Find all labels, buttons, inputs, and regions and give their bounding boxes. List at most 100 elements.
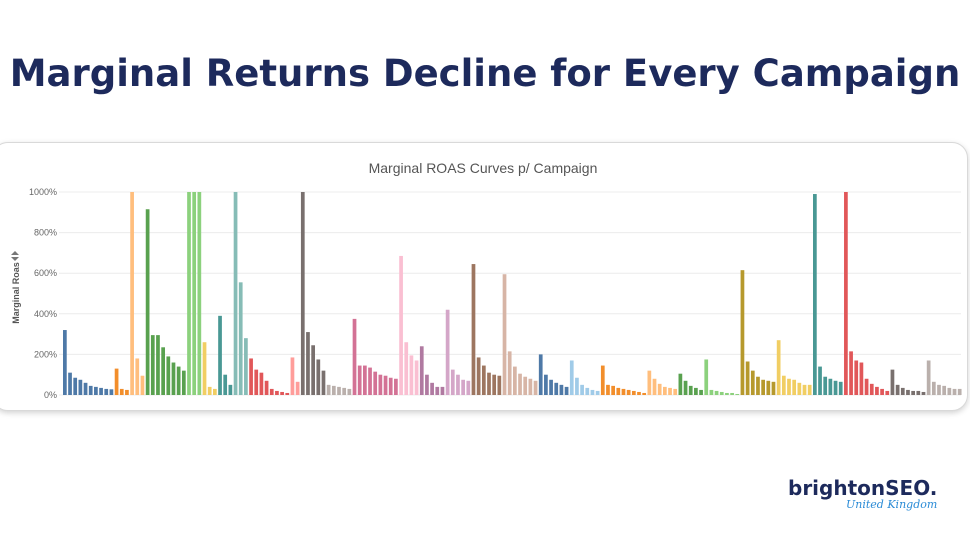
bar[interactable]	[580, 384, 584, 395]
bar[interactable]	[88, 385, 93, 395]
bar[interactable]	[704, 359, 709, 395]
bar[interactable]	[259, 372, 264, 395]
bar[interactable]	[518, 373, 522, 395]
bar[interactable]	[792, 379, 797, 395]
bar[interactable]	[456, 374, 460, 395]
bar[interactable]	[797, 382, 802, 395]
bar[interactable]	[823, 376, 828, 395]
bar[interactable]	[161, 347, 165, 395]
bar[interactable]	[264, 380, 269, 395]
bar[interactable]	[911, 390, 915, 395]
bar[interactable]	[575, 377, 579, 395]
bar[interactable]	[916, 390, 921, 395]
bar[interactable]	[244, 338, 248, 395]
bar[interactable]	[761, 379, 765, 395]
bar[interactable]	[254, 369, 259, 396]
bar[interactable]	[99, 387, 103, 395]
bar[interactable]	[828, 378, 833, 395]
bar[interactable]	[481, 365, 486, 395]
bar[interactable]	[735, 393, 740, 395]
bar[interactable]	[699, 389, 703, 395]
bar[interactable]	[813, 194, 817, 395]
bar[interactable]	[802, 384, 807, 395]
bar[interactable]	[156, 335, 160, 395]
bar[interactable]	[497, 375, 502, 395]
bar[interactable]	[776, 340, 781, 395]
bar[interactable]	[564, 386, 569, 395]
bar[interactable]	[342, 387, 347, 395]
bar[interactable]	[357, 365, 362, 395]
bar[interactable]	[233, 192, 238, 395]
bar[interactable]	[694, 387, 698, 395]
bar[interactable]	[68, 372, 72, 395]
bar[interactable]	[213, 388, 217, 395]
bar[interactable]	[388, 377, 393, 395]
bar[interactable]	[145, 209, 150, 395]
bar[interactable]	[166, 356, 171, 395]
bar[interactable]	[559, 384, 564, 395]
bar[interactable]	[657, 383, 662, 395]
bar[interactable]	[300, 192, 305, 395]
bar[interactable]	[942, 385, 947, 395]
bar[interactable]	[714, 390, 719, 395]
bar[interactable]	[688, 385, 693, 395]
sort-icon[interactable]	[11, 251, 19, 261]
bar[interactable]	[787, 378, 791, 395]
bar[interactable]	[585, 387, 590, 395]
bar[interactable]	[306, 332, 310, 395]
bar[interactable]	[719, 391, 724, 395]
bar[interactable]	[378, 374, 383, 395]
bar[interactable]	[544, 374, 548, 395]
bar[interactable]	[709, 389, 714, 395]
bar[interactable]	[435, 386, 440, 395]
bar[interactable]	[228, 384, 233, 395]
bar[interactable]	[642, 392, 647, 395]
bar[interactable]	[818, 366, 822, 395]
bar[interactable]	[569, 360, 574, 395]
bar[interactable]	[668, 387, 672, 395]
bar[interactable]	[430, 382, 434, 395]
bar[interactable]	[275, 390, 279, 395]
bar[interactable]	[895, 384, 900, 395]
bar[interactable]	[683, 380, 688, 395]
bar[interactable]	[445, 309, 450, 395]
bar[interactable]	[900, 387, 905, 395]
bar[interactable]	[461, 379, 465, 395]
bar[interactable]	[947, 387, 952, 395]
bar[interactable]	[523, 376, 528, 395]
bar[interactable]	[513, 366, 517, 395]
bar[interactable]	[885, 390, 890, 395]
bar[interactable]	[73, 377, 78, 395]
bar[interactable]	[187, 192, 191, 395]
bar[interactable]	[921, 391, 926, 395]
bar[interactable]	[363, 365, 367, 395]
bar[interactable]	[952, 388, 957, 395]
bar[interactable]	[869, 383, 874, 395]
bar[interactable]	[502, 274, 507, 395]
bar[interactable]	[621, 388, 626, 395]
bar[interactable]	[492, 374, 497, 395]
bar[interactable]	[192, 192, 197, 395]
bar[interactable]	[425, 374, 429, 395]
bar[interactable]	[756, 376, 760, 395]
bar[interactable]	[937, 384, 941, 395]
bar[interactable]	[399, 255, 403, 395]
bar[interactable]	[833, 380, 838, 395]
bar[interactable]	[647, 370, 652, 395]
bar[interactable]	[63, 330, 67, 395]
bar[interactable]	[269, 388, 274, 395]
bar[interactable]	[140, 375, 145, 395]
bar[interactable]	[218, 315, 222, 395]
bar[interactable]	[181, 370, 186, 395]
bar[interactable]	[631, 390, 636, 395]
bar[interactable]	[347, 388, 352, 395]
bar[interactable]	[590, 389, 595, 395]
bar[interactable]	[652, 378, 657, 395]
bar[interactable]	[931, 381, 936, 395]
bar[interactable]	[750, 370, 755, 395]
bar[interactable]	[207, 386, 212, 395]
bar[interactable]	[171, 362, 176, 395]
bar[interactable]	[316, 359, 321, 395]
bar[interactable]	[771, 381, 776, 395]
bar[interactable]	[595, 390, 600, 395]
